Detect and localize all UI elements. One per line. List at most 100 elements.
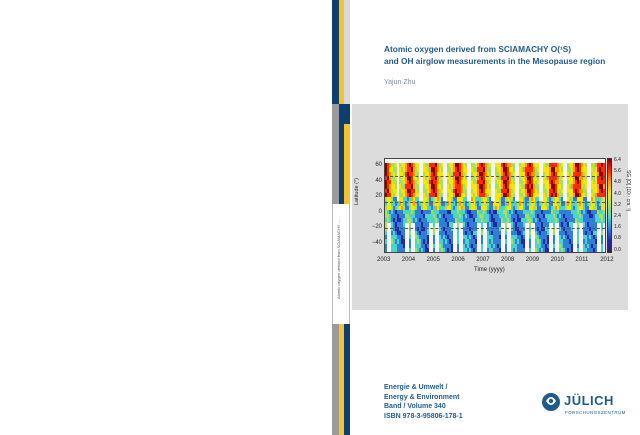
heatmap-cell: [579, 167, 582, 172]
heatmap-cell: [521, 235, 524, 240]
heatmap-cell: [571, 239, 574, 244]
heatmap-cell: [437, 201, 440, 206]
heatmap-cell: [459, 192, 462, 198]
heatmap-cell: [467, 201, 470, 206]
heatmap-cell: [567, 230, 570, 236]
heatmap-cell: [401, 209, 404, 215]
heatmap-cell: [573, 175, 576, 181]
heatmap-cell: [465, 235, 468, 240]
heatmap-cell: [485, 205, 488, 211]
heatmap-cell: [443, 222, 446, 227]
heatmap-cell: [397, 230, 400, 236]
heatmap-cell: [505, 167, 508, 172]
heatmap-cell: [481, 218, 484, 223]
heatmap-cell: [457, 184, 460, 189]
heatmap-cell: [429, 201, 432, 206]
heatmap-cell: [457, 197, 460, 202]
heatmap-cell: [537, 171, 540, 177]
heatmap-cell: [409, 175, 412, 181]
heatmap-cell: [593, 247, 596, 252]
heatmap-cell: [477, 192, 480, 198]
heatmap-cell: [411, 192, 414, 198]
heatmap-cell: [587, 247, 590, 252]
heatmap-cell: [499, 197, 502, 202]
heatmap-cell: [567, 226, 570, 232]
heatmap-cell: [479, 175, 482, 181]
heatmap-cell: [563, 222, 566, 227]
heatmap-cell: [603, 197, 605, 202]
heatmap-cell: [451, 188, 454, 194]
heatmap-cell: [539, 222, 542, 227]
title-line-1: Atomic oxygen derived from SCIAMACHY O(¹…: [384, 44, 572, 54]
heatmap-cell: [509, 175, 512, 181]
heatmap-cell: [445, 209, 448, 215]
heatmap-cell: [387, 180, 390, 185]
heatmap-cell: [407, 218, 410, 223]
heatmap-cell: [539, 205, 542, 211]
heatmap-cell: [545, 209, 548, 215]
heatmap-cell: [583, 205, 586, 211]
heatmap-cell: [463, 201, 466, 206]
heatmap-cell: [453, 167, 456, 172]
heatmap-cell: [425, 171, 428, 177]
heatmap-cell: [427, 239, 430, 244]
heatmap-cell: [401, 163, 404, 168]
heatmap-cell: [591, 218, 594, 223]
heatmap-cell: [419, 201, 422, 206]
heatmap-cell: [509, 201, 512, 206]
heatmap-cell: [495, 197, 498, 202]
heatmap-cell: [407, 184, 410, 189]
heatmap-cell: [523, 188, 526, 194]
heatmap-cell: [497, 205, 500, 211]
heatmap-cell: [393, 243, 396, 249]
heatmap-cell: [587, 201, 590, 206]
heatmap-cell: [401, 213, 404, 219]
x-tick-label: 2007: [476, 257, 490, 263]
heatmap-cell: [537, 188, 540, 194]
heatmap-cell: [461, 192, 464, 198]
heatmap-cell: [391, 243, 394, 249]
heatmap-cell: [539, 226, 542, 232]
heatmap-cell: [447, 213, 450, 219]
heatmap-cell: [499, 175, 502, 181]
heatmap-cell: [449, 167, 452, 172]
heatmap-cell: [393, 180, 396, 185]
reference-line: [385, 227, 605, 229]
heatmap-cell: [421, 235, 424, 240]
heatmap-cell: [407, 163, 410, 168]
heatmap-cell: [603, 205, 605, 211]
heatmap-cell: [425, 222, 428, 227]
heatmap-cell: [567, 184, 570, 189]
heatmap-cell: [451, 171, 454, 177]
heatmap-cell: [433, 247, 436, 252]
heatmap-cell: [601, 218, 604, 223]
heatmap-cell: [453, 209, 456, 215]
heatmap-cell: [577, 243, 580, 249]
heatmap-cell: [431, 163, 434, 168]
heatmap-cell: [485, 197, 488, 202]
heatmap-cell: [391, 180, 394, 185]
heatmap-cell: [423, 163, 426, 168]
heatmap-cell: [471, 239, 474, 244]
heatmap-cell: [577, 226, 580, 232]
heatmap-cell: [391, 167, 394, 172]
heatmap-cell: [455, 209, 458, 215]
author: Yajun Zhu: [384, 79, 416, 86]
heatmap-cell: [553, 201, 556, 206]
heatmap-cell: [495, 163, 498, 168]
heatmap-cell: [531, 205, 534, 211]
heatmap-cell: [457, 209, 460, 215]
heatmap-cell: [575, 213, 578, 219]
heatmap-cell: [439, 235, 442, 240]
heatmap-cell: [463, 163, 466, 168]
heatmap-cell: [417, 192, 420, 198]
heatmap-cell: [465, 188, 468, 194]
heatmap-cell: [547, 230, 550, 236]
heatmap-cell: [439, 226, 442, 232]
series-line-2: Energy & Environment: [384, 393, 460, 401]
heatmap-cell: [437, 188, 440, 194]
heatmap-cell: [525, 197, 528, 202]
heatmap-cell: [439, 180, 442, 185]
heatmap-cell: [505, 209, 508, 215]
heatmap-cell: [525, 213, 528, 219]
